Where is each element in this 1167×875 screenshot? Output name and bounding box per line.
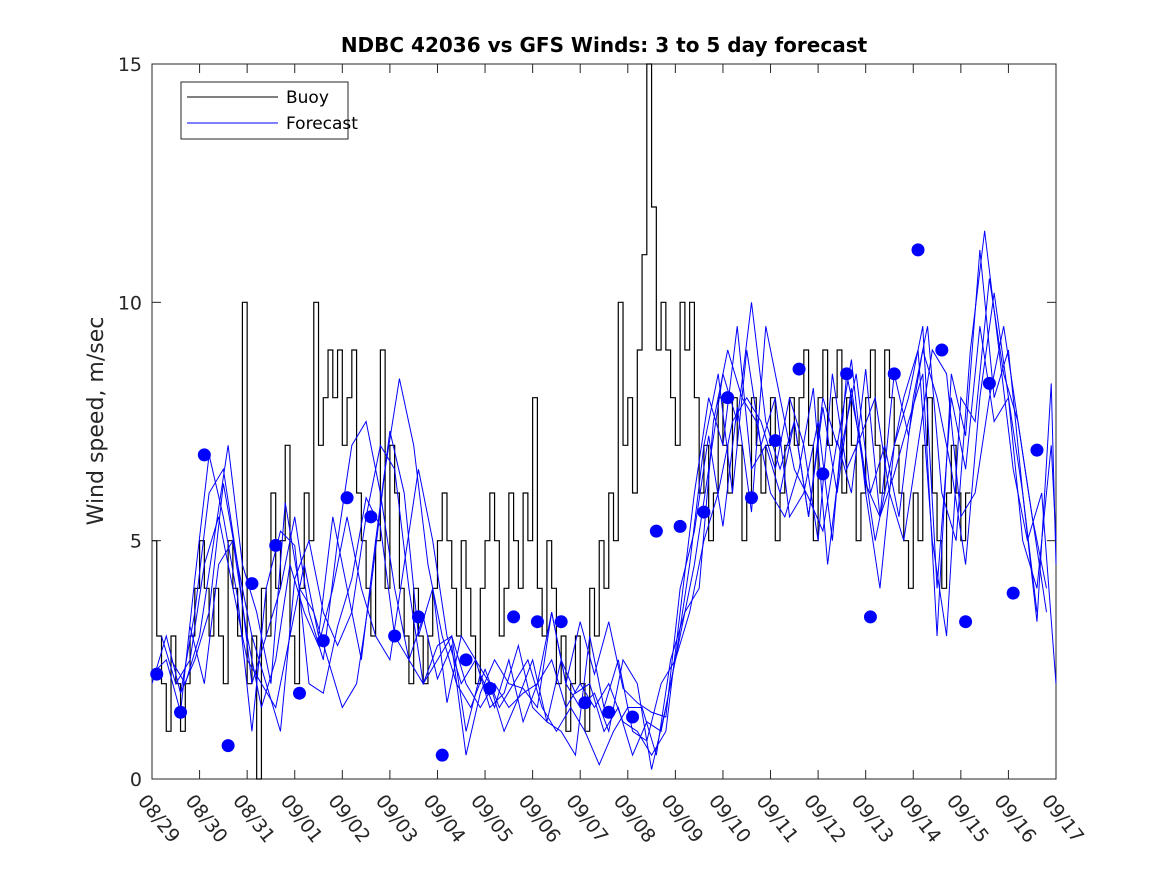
y-axis-label: Wind speed, m/sec <box>84 317 109 526</box>
forecast-dot <box>840 367 854 381</box>
forecast-dot <box>697 505 711 519</box>
forecast-dot <box>174 705 188 719</box>
forecast-dot <box>435 748 449 762</box>
legend-buoy-label: Buoy <box>286 88 329 108</box>
forecast-dots-group <box>150 243 1044 762</box>
forecast-dot <box>578 696 592 710</box>
forecast-dot <box>554 615 568 629</box>
x-tick-label: 09/10 <box>704 791 755 848</box>
legend-forecast-label: Forecast <box>286 114 358 134</box>
forecast-dot <box>602 705 616 719</box>
forecast-dot <box>935 343 949 357</box>
legend: Buoy Forecast <box>180 81 358 140</box>
forecast-dot <box>292 686 306 700</box>
legend-box <box>180 81 349 140</box>
forecast-dot <box>411 610 425 624</box>
x-tick-label: 09/06 <box>514 791 565 848</box>
forecast-dot <box>792 362 806 376</box>
forecast-dot <box>364 510 378 524</box>
forecast-dot <box>649 524 663 538</box>
forecast-dot <box>316 634 330 648</box>
x-tick-label: 09/08 <box>609 791 660 848</box>
x-tick-label: 09/09 <box>656 791 707 848</box>
x-tick-label: 09/14 <box>894 791 945 848</box>
x-tick-label: 09/15 <box>942 791 993 848</box>
forecast-dot <box>626 710 640 724</box>
forecast-line-2 <box>151 326 1057 757</box>
y-tick-label: 15 <box>118 54 142 76</box>
forecast-dot <box>530 615 544 629</box>
forecast-dot <box>673 519 687 533</box>
forecast-dot <box>150 667 164 681</box>
chart-title: NDBC 42036 vs GFS Winds: 3 to 5 day fore… <box>341 33 868 57</box>
forecast-dot <box>863 610 877 624</box>
forecast-dot <box>911 243 925 257</box>
x-tick-label: 09/13 <box>847 791 898 848</box>
forecast-dot <box>197 448 211 462</box>
forecast-line-4 <box>170 230 1057 766</box>
plot-area <box>151 63 1057 780</box>
x-tick-label: 09/16 <box>989 791 1040 848</box>
forecast-dot <box>1006 586 1020 600</box>
forecast-dot <box>744 491 758 505</box>
forecast-dot <box>459 653 473 667</box>
forecast-dot <box>721 391 735 405</box>
forecast-line-3 <box>161 278 1047 757</box>
x-tick-label: 09/17 <box>1037 791 1088 848</box>
x-tick-label: 09/01 <box>276 791 327 848</box>
forecast-dot <box>507 610 521 624</box>
forecast-dot <box>483 681 497 695</box>
y-tick-label: 10 <box>118 292 142 314</box>
forecast-dot <box>887 367 901 381</box>
forecast-dot <box>816 467 830 481</box>
y-tick-label: 0 <box>130 769 142 791</box>
forecast-dot <box>340 491 354 505</box>
forecast-dot <box>1030 443 1044 457</box>
forecast-dot <box>768 434 782 448</box>
x-tick-label: 08/29 <box>133 791 184 848</box>
forecast-dot <box>959 615 973 629</box>
x-tick-label: 09/12 <box>799 791 850 848</box>
x-tick-label: 09/05 <box>466 791 517 848</box>
x-tick-label: 08/30 <box>181 791 232 848</box>
x-tick-label: 08/31 <box>228 791 279 848</box>
forecast-dot <box>269 538 283 552</box>
forecast-line-6 <box>189 326 1047 757</box>
x-tick-label: 09/07 <box>561 791 612 848</box>
forecast-series-group <box>151 230 1057 770</box>
x-tick-label: 09/03 <box>371 791 422 848</box>
x-tick-label: 09/04 <box>419 791 470 848</box>
forecast-dot <box>221 739 235 753</box>
forecast-dot <box>982 376 996 390</box>
forecast-dot <box>388 629 402 643</box>
y-tick-label: 5 <box>130 531 142 553</box>
x-tick-label: 09/11 <box>752 791 803 848</box>
forecast-dot <box>245 577 259 591</box>
x-tick-label: 09/02 <box>323 791 374 848</box>
